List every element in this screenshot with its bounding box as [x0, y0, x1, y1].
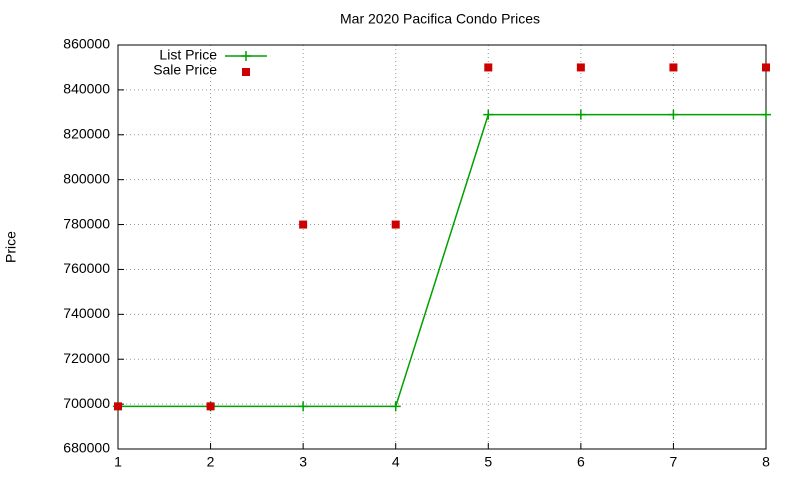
data-point — [576, 63, 585, 72]
data-point — [391, 220, 400, 229]
y-axis-label: Price — [3, 231, 19, 263]
data-point — [761, 109, 771, 120]
data-point — [390, 401, 401, 412]
data-point — [575, 109, 586, 120]
y-tick-label: 780000 — [63, 215, 110, 231]
x-tick-label: 6 — [577, 454, 585, 470]
y-tick-label: 720000 — [63, 350, 110, 366]
data-point — [484, 63, 493, 72]
data-point — [668, 109, 679, 120]
y-tick-label: 760000 — [63, 260, 110, 276]
data-point — [483, 109, 494, 120]
data-point — [114, 402, 122, 411]
legend-marker — [242, 68, 250, 76]
x-tick-label: 1 — [114, 454, 122, 470]
x-tick-label: 5 — [484, 454, 492, 470]
y-tick-label: 840000 — [63, 81, 110, 97]
y-tick-label: 800000 — [63, 170, 110, 186]
data-point — [298, 401, 309, 412]
legend-label: List Price — [159, 47, 217, 63]
x-tick-label: 7 — [670, 454, 678, 470]
x-tick-label: 8 — [762, 454, 770, 470]
legend-label: Sale Price — [153, 62, 217, 78]
x-tick-label: 2 — [207, 454, 215, 470]
y-tick-label: 700000 — [63, 395, 110, 411]
data-point — [299, 220, 308, 229]
y-tick-label: 820000 — [63, 125, 110, 141]
legend-marker — [241, 51, 251, 61]
data-point — [669, 63, 678, 72]
x-tick-label: 4 — [392, 454, 400, 470]
y-tick-label: 680000 — [63, 440, 110, 456]
y-tick-label: 860000 — [63, 36, 110, 52]
chart-title: Mar 2020 Pacifica Condo Prices — [340, 11, 540, 27]
y-tick-label: 740000 — [63, 305, 110, 321]
data-point — [206, 402, 215, 411]
data-point — [762, 63, 770, 72]
x-tick-label: 3 — [299, 454, 307, 470]
plot-frame — [117, 44, 767, 450]
data-line — [118, 113, 766, 408]
